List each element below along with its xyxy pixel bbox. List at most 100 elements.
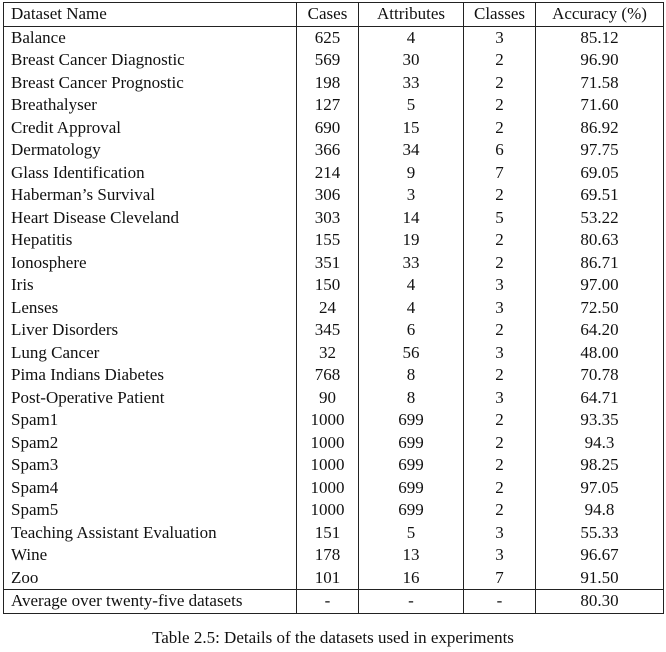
cell-dataset-name: Zoo <box>3 566 297 590</box>
cell-accuracy: 55.33 <box>535 521 664 544</box>
cell-accuracy: 91.50 <box>535 566 664 590</box>
footer-label: Average over twenty-five datasets <box>3 589 297 614</box>
cell-classes: 2 <box>463 229 536 252</box>
cell-attributes: 699 <box>358 409 464 432</box>
cell-attributes: 8 <box>358 364 464 387</box>
table-row: Glass Identification 214 9 7 69.05 <box>3 161 664 184</box>
cell-classes: 3 <box>463 341 536 364</box>
cell-dataset-name: Credit Approval <box>3 116 297 139</box>
cell-classes: 7 <box>463 566 536 590</box>
cell-dataset-name: Glass Identification <box>3 161 297 184</box>
cell-classes: 3 <box>463 544 536 567</box>
cell-cases: 351 <box>296 251 359 274</box>
cell-dataset-name: Spam4 <box>3 476 297 499</box>
cell-cases: 214 <box>296 161 359 184</box>
cell-classes: 6 <box>463 139 536 162</box>
table-row: Breast Cancer Prognostic 198 33 2 71.58 <box>3 71 664 94</box>
cell-attributes: 699 <box>358 499 464 522</box>
cell-dataset-name: Hepatitis <box>3 229 297 252</box>
cell-dataset-name: Haberman’s Survival <box>3 184 297 207</box>
cell-accuracy: 80.63 <box>535 229 664 252</box>
cell-accuracy: 94.8 <box>535 499 664 522</box>
table-row: Dermatology 366 34 6 97.75 <box>3 139 664 162</box>
cell-dataset-name: Breast Cancer Prognostic <box>3 71 297 94</box>
cell-accuracy: 48.00 <box>535 341 664 364</box>
cell-cases: 306 <box>296 184 359 207</box>
cell-cases: 625 <box>296 26 359 49</box>
cell-accuracy: 96.90 <box>535 49 664 72</box>
cell-accuracy: 96.67 <box>535 544 664 567</box>
header-classes: Classes <box>463 2 536 27</box>
cell-cases: 198 <box>296 71 359 94</box>
footer-accuracy: 80.30 <box>535 589 664 614</box>
cell-attributes: 699 <box>358 454 464 477</box>
cell-classes: 2 <box>463 71 536 94</box>
cell-cases: 1000 <box>296 476 359 499</box>
cell-cases: 768 <box>296 364 359 387</box>
datasets-table: Dataset Name Cases Attributes Classes Ac… <box>3 2 664 614</box>
cell-cases: 345 <box>296 319 359 342</box>
cell-accuracy: 98.25 <box>535 454 664 477</box>
cell-attributes: 5 <box>358 521 464 544</box>
cell-classes: 2 <box>463 184 536 207</box>
cell-classes: 2 <box>463 319 536 342</box>
cell-dataset-name: Lenses <box>3 296 297 319</box>
footer-row: Average over twenty-five datasets - - - … <box>3 589 664 614</box>
cell-attributes: 56 <box>358 341 464 364</box>
table-row: Lenses 24 4 3 72.50 <box>3 296 664 319</box>
footer-classes: - <box>463 589 536 614</box>
cell-cases: 155 <box>296 229 359 252</box>
table-row: Iris 150 4 3 97.00 <box>3 274 664 297</box>
cell-attributes: 9 <box>358 161 464 184</box>
header-cases: Cases <box>296 2 359 27</box>
cell-accuracy: 64.71 <box>535 386 664 409</box>
cell-dataset-name: Breathalyser <box>3 94 297 117</box>
cell-accuracy: 86.71 <box>535 251 664 274</box>
footer-attributes: - <box>358 589 464 614</box>
cell-classes: 2 <box>463 454 536 477</box>
cell-accuracy: 69.51 <box>535 184 664 207</box>
cell-classes: 7 <box>463 161 536 184</box>
cell-classes: 2 <box>463 409 536 432</box>
table-row: Balance 625 4 3 85.12 <box>3 26 664 49</box>
cell-dataset-name: Lung Cancer <box>3 341 297 364</box>
cell-classes: 2 <box>463 499 536 522</box>
cell-attributes: 16 <box>358 566 464 590</box>
cell-attributes: 4 <box>358 26 464 49</box>
cell-cases: 178 <box>296 544 359 567</box>
cell-cases: 569 <box>296 49 359 72</box>
cell-attributes: 4 <box>358 274 464 297</box>
cell-accuracy: 97.75 <box>535 139 664 162</box>
cell-attributes: 699 <box>358 431 464 454</box>
cell-classes: 2 <box>463 116 536 139</box>
cell-dataset-name: Balance <box>3 26 297 49</box>
cell-cases: 90 <box>296 386 359 409</box>
cell-dataset-name: Heart Disease Cleveland <box>3 206 297 229</box>
table-row: Wine 178 13 3 96.67 <box>3 544 664 567</box>
cell-classes: 2 <box>463 94 536 117</box>
table-row: Lung Cancer 32 56 3 48.00 <box>3 341 664 364</box>
table-row: Pima Indians Diabetes 768 8 2 70.78 <box>3 364 664 387</box>
table-row: Heart Disease Cleveland 303 14 5 53.22 <box>3 206 664 229</box>
cell-dataset-name: Dermatology <box>3 139 297 162</box>
cell-accuracy: 70.78 <box>535 364 664 387</box>
table-row: Spam1 1000 699 2 93.35 <box>3 409 664 432</box>
table-row: Breast Cancer Diagnostic 569 30 2 96.90 <box>3 49 664 72</box>
cell-accuracy: 71.58 <box>535 71 664 94</box>
cell-accuracy: 53.22 <box>535 206 664 229</box>
cell-attributes: 33 <box>358 251 464 274</box>
cell-dataset-name: Post-Operative Patient <box>3 386 297 409</box>
cell-cases: 1000 <box>296 409 359 432</box>
table-row: Spam3 1000 699 2 98.25 <box>3 454 664 477</box>
datasets-table-container: Dataset Name Cases Attributes Classes Ac… <box>3 2 664 614</box>
cell-cases: 1000 <box>296 431 359 454</box>
cell-dataset-name: Spam2 <box>3 431 297 454</box>
cell-accuracy: 69.05 <box>535 161 664 184</box>
table-caption: Table 2.5: Details of the datasets used … <box>152 628 514 647</box>
table-row: Hepatitis 155 19 2 80.63 <box>3 229 664 252</box>
header-row: Dataset Name Cases Attributes Classes Ac… <box>3 2 664 27</box>
cell-classes: 2 <box>463 364 536 387</box>
table-row: Spam4 1000 699 2 97.05 <box>3 476 664 499</box>
cell-cases: 151 <box>296 521 359 544</box>
cell-dataset-name: Spam1 <box>3 409 297 432</box>
